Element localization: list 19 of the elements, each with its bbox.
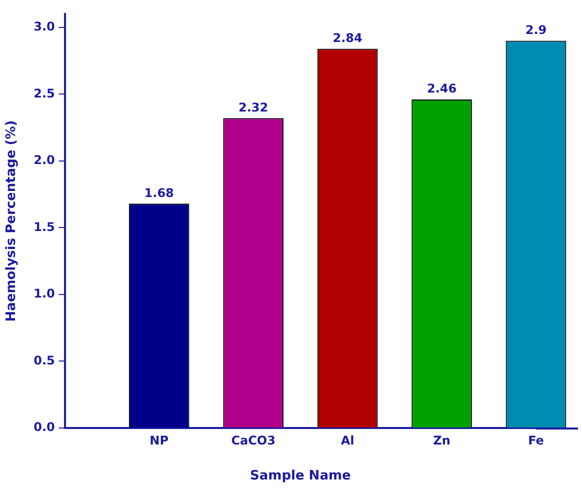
data-label: 2.46 [426, 82, 457, 96]
data-label: 1.68 [144, 186, 174, 200]
y-tick-label: 2.0 [34, 153, 55, 168]
x-tick-label: CaCO3 [231, 433, 276, 448]
x-tick-label: Fe [528, 433, 544, 448]
data-label: 2.9 [525, 22, 547, 37]
y-tick-label: 0.0 [34, 420, 55, 434]
y-tick-label: 1.0 [34, 286, 55, 301]
y-tick-label: 3.0 [34, 19, 55, 34]
x-tick-label: Zn [433, 433, 450, 448]
data-label: 2.32 [238, 100, 268, 114]
y-tick-label: 2.5 [34, 86, 55, 100]
data-label: 2.84 [332, 30, 362, 45]
y-tick-label: 0.5 [34, 353, 55, 368]
x-tick-label: NP [150, 433, 169, 448]
x-tick-label: Al [340, 433, 354, 448]
x-axis-title: Sample Name [250, 468, 352, 484]
y-axis-title: Haemolysis Percentage (%) [4, 120, 20, 322]
y-tick-label: 1.5 [34, 220, 55, 234]
